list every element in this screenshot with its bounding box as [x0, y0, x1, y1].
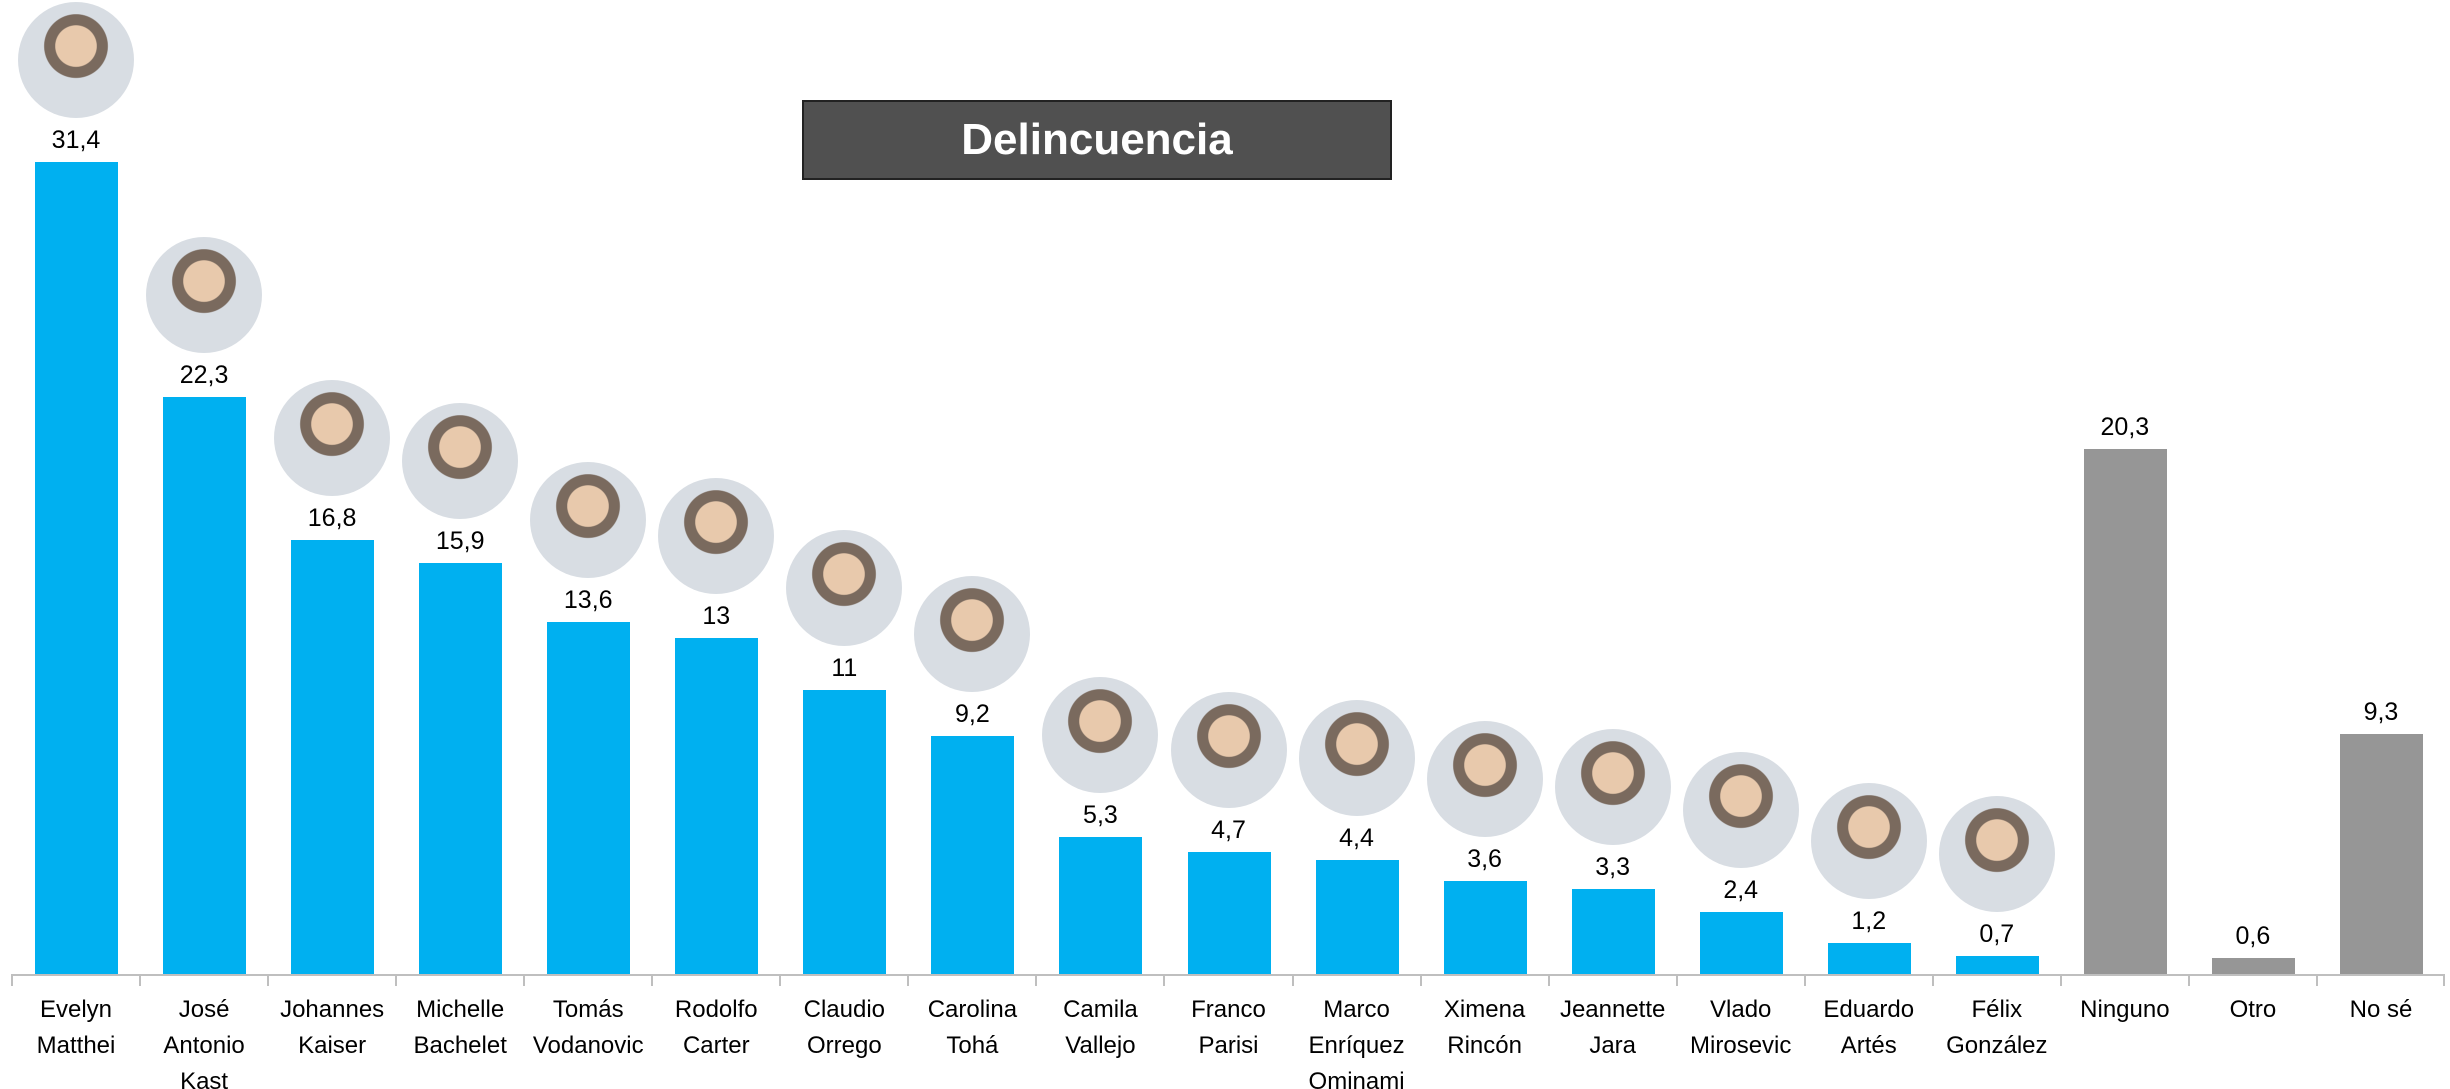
value-label: 16,8	[272, 504, 392, 533]
x-tick-label: Carolina Tohá	[910, 992, 1034, 1064]
axis-tick	[1676, 974, 1678, 986]
bar	[1059, 837, 1142, 974]
bar	[2084, 449, 2167, 974]
axis-tick	[523, 974, 525, 986]
candidate-photo	[274, 380, 390, 496]
value-label: 0,7	[1937, 920, 2057, 949]
value-label: 13	[656, 602, 776, 631]
value-label: 22,3	[144, 361, 264, 390]
x-tick-label: Evelyn Matthei	[14, 992, 138, 1064]
candidate-photo	[402, 403, 518, 519]
value-label: 9,2	[912, 700, 1032, 729]
x-tick-label: Vlado Mirosevic	[1679, 992, 1803, 1064]
bar	[1956, 956, 2039, 974]
x-tick-label: Ximena Rincón	[1423, 992, 1547, 1064]
bar	[1188, 852, 1271, 974]
candidate-photo	[658, 478, 774, 594]
bar	[2212, 958, 2295, 974]
x-axis	[12, 974, 2445, 976]
axis-tick	[1035, 974, 1037, 986]
candidate-photo	[530, 462, 646, 578]
axis-tick	[1163, 974, 1165, 986]
candidate-photo	[1683, 752, 1799, 868]
value-label: 0,6	[2193, 922, 2313, 951]
value-label: 3,6	[1425, 845, 1545, 874]
axis-tick	[395, 974, 397, 986]
candidate-photo	[1427, 721, 1543, 837]
candidate-photo	[18, 2, 134, 118]
axis-tick	[1804, 974, 1806, 986]
bar	[803, 690, 886, 974]
axis-tick	[1932, 974, 1934, 986]
bar	[2340, 734, 2423, 974]
x-tick-label: Michelle Bachelet	[398, 992, 522, 1064]
axis-tick	[11, 974, 13, 986]
axis-tick	[1420, 974, 1422, 986]
x-tick-label: Claudio Orrego	[782, 992, 906, 1064]
x-tick-label: Camila Vallejo	[1038, 992, 1162, 1064]
bar	[163, 397, 246, 974]
axis-tick	[779, 974, 781, 986]
candidate-photo	[1811, 783, 1927, 899]
value-label: 5,3	[1040, 801, 1160, 830]
value-label: 3,3	[1553, 853, 1673, 882]
bar	[675, 638, 758, 974]
bar	[547, 622, 630, 974]
value-label: 20,3	[2065, 413, 2185, 442]
bar	[1828, 943, 1911, 974]
bar	[1316, 860, 1399, 974]
axis-tick	[139, 974, 141, 986]
x-tick-label: No sé	[2319, 992, 2443, 1028]
axis-tick	[651, 974, 653, 986]
candidate-photo	[914, 576, 1030, 692]
candidate-photo	[786, 530, 902, 646]
value-label: 15,9	[400, 527, 520, 556]
bar	[419, 563, 502, 974]
value-label: 13,6	[528, 586, 648, 615]
x-tick-label: Marco Enríquez Ominami	[1295, 992, 1419, 1089]
candidate-photo	[1939, 796, 2055, 912]
value-label: 9,3	[2321, 698, 2441, 727]
value-label: 1,2	[1809, 907, 1929, 936]
x-tick-label: Félix González	[1935, 992, 2059, 1064]
bar	[35, 162, 118, 974]
value-label: 4,4	[1297, 824, 1417, 853]
axis-tick	[1548, 974, 1550, 986]
x-tick-label: Johannes Kaiser	[270, 992, 394, 1064]
bar	[291, 540, 374, 974]
value-label: 11	[784, 654, 904, 683]
x-tick-label: José Antonio Kast	[142, 992, 266, 1089]
candidate-photo	[1555, 729, 1671, 845]
value-label: 4,7	[1169, 816, 1289, 845]
bar	[931, 736, 1014, 974]
chart-title: Delincuencia	[802, 100, 1392, 180]
x-tick-label: Tomás Vodanovic	[526, 992, 650, 1064]
x-tick-label: Otro	[2191, 992, 2315, 1028]
candidate-photo	[1042, 677, 1158, 793]
bar	[1700, 912, 1783, 974]
axis-tick	[907, 974, 909, 986]
axis-tick	[267, 974, 269, 986]
axis-tick	[2316, 974, 2318, 986]
axis-tick	[2188, 974, 2190, 986]
value-label: 31,4	[16, 126, 136, 155]
chart: Delincuencia Evelyn Matthei 31,4 José Anto…	[0, 0, 2450, 1089]
candidate-photo	[1299, 700, 1415, 816]
axis-tick	[2060, 974, 2062, 986]
bar	[1572, 889, 1655, 974]
value-label: 2,4	[1681, 876, 1801, 905]
x-tick-label: Franco Parisi	[1167, 992, 1291, 1064]
x-tick-label: Eduardo Artés	[1807, 992, 1931, 1064]
x-tick-label: Rodolfo Carter	[654, 992, 778, 1064]
bar	[1444, 881, 1527, 974]
x-tick-label: Ninguno	[2063, 992, 2187, 1028]
axis-tick	[2443, 974, 2445, 986]
candidate-photo	[1171, 692, 1287, 808]
x-tick-label: Jeannette Jara	[1551, 992, 1675, 1064]
axis-tick	[1292, 974, 1294, 986]
candidate-photo	[146, 237, 262, 353]
